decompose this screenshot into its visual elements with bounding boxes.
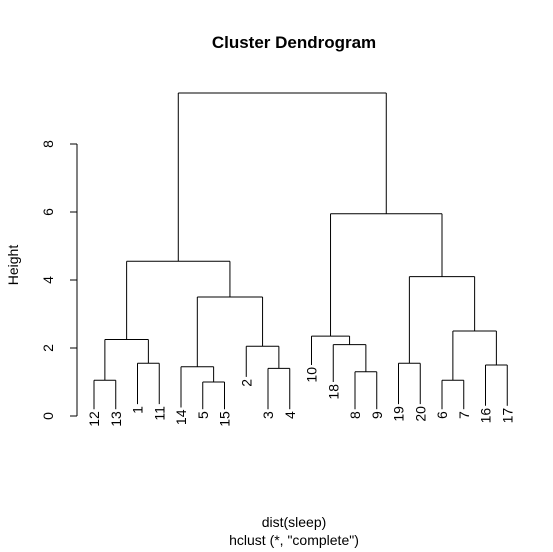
leaf-label-9: 9 — [369, 411, 385, 419]
leaf-label-10: 10 — [304, 367, 320, 383]
x-axis-subtitle: hclust (*, "complete") — [229, 532, 359, 548]
leaf-label-11: 11 — [151, 406, 167, 421]
leaf-label-17: 17 — [499, 408, 515, 424]
y-axis: 0 2 4 6 8 — [40, 140, 78, 420]
leaf-label-19: 19 — [391, 406, 407, 422]
y-ticks: 0 2 4 6 8 — [40, 140, 77, 420]
y-axis-label: Height — [5, 245, 21, 286]
y-tick-label: 6 — [40, 208, 56, 216]
y-tick-label: 4 — [40, 276, 56, 284]
leaf-label-12: 12 — [86, 411, 102, 427]
leaf-label-2: 2 — [238, 379, 254, 387]
leaf-label-8: 8 — [347, 411, 363, 419]
leaf-label-20: 20 — [412, 406, 428, 422]
leaf-label-1: 1 — [130, 406, 146, 414]
chart-title: Cluster Dendrogram — [212, 33, 376, 52]
dendrogram-tree — [93, 92, 508, 410]
leaf-label-5: 5 — [195, 411, 211, 419]
leaf-label-14: 14 — [173, 409, 189, 425]
leaf-label-3: 3 — [260, 411, 276, 419]
leaf-label-7: 7 — [456, 411, 472, 419]
y-tick-label: 2 — [40, 344, 56, 352]
leaf-label-15: 15 — [217, 411, 233, 427]
x-axis-label: dist(sleep) — [262, 514, 327, 530]
leaf-label-4: 4 — [282, 411, 298, 419]
leaf-label-6: 6 — [434, 411, 450, 419]
leaf-label-18: 18 — [325, 384, 341, 400]
y-tick-label: 0 — [40, 412, 56, 420]
leaf-label-13: 13 — [108, 411, 124, 427]
leaf-label-16: 16 — [478, 408, 494, 424]
y-tick-label: 8 — [40, 140, 56, 148]
